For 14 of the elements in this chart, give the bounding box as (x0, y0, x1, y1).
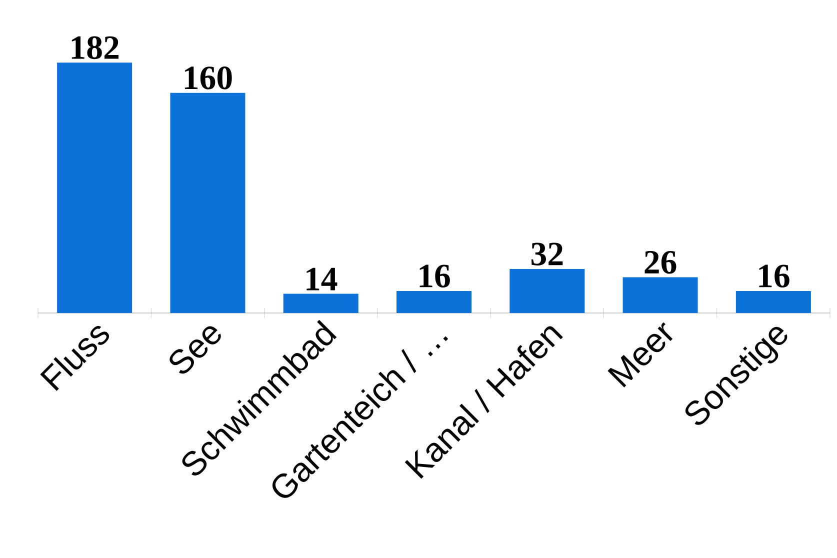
bar (510, 268, 585, 313)
bar (736, 290, 811, 313)
bar (396, 290, 472, 313)
bar (283, 294, 358, 313)
data-label: 26 (644, 250, 676, 274)
data-label: 16 (759, 264, 790, 288)
data-label: 182 (72, 36, 119, 60)
data-label: 160 (185, 66, 232, 90)
data-label: 32 (531, 242, 563, 266)
data-label: 14 (306, 268, 338, 290)
bar (622, 277, 698, 313)
bar (57, 62, 132, 313)
bar (170, 92, 246, 313)
data-label: 16 (420, 264, 450, 288)
